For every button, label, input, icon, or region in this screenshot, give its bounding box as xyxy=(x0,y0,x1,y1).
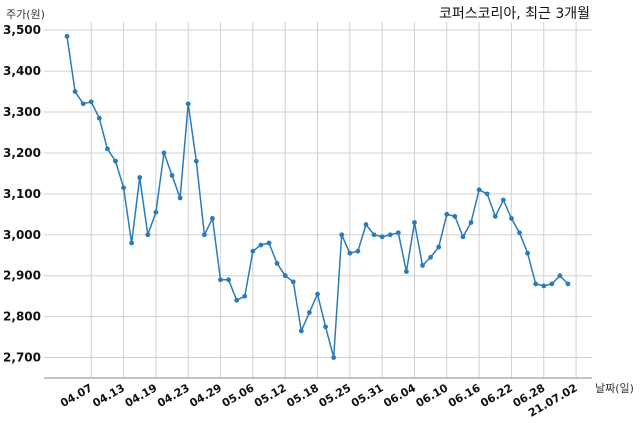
data-point xyxy=(72,89,78,94)
data-point xyxy=(315,291,320,297)
x-tick-label: 05.06 xyxy=(220,381,257,410)
data-point xyxy=(428,254,434,260)
x-tick-labels: 04.0704.1304.1904.2304.2905.0605.1205.18… xyxy=(58,381,579,420)
data-point xyxy=(307,310,312,315)
data-point xyxy=(145,232,151,238)
y-tick-label: 3,300 xyxy=(3,105,41,119)
data-point xyxy=(161,150,167,156)
data-point xyxy=(363,222,369,227)
price-points xyxy=(64,33,571,360)
grid-layer xyxy=(44,22,592,378)
x-tick-label: 04.19 xyxy=(123,381,160,410)
data-point xyxy=(420,263,425,268)
data-point xyxy=(258,242,264,248)
x-tick-label: 04.07 xyxy=(58,381,95,410)
y-tick-label: 3,500 xyxy=(3,23,41,37)
x-tick-label: 06.16 xyxy=(446,381,483,410)
x-tick-label: 04.23 xyxy=(155,381,192,410)
data-point xyxy=(226,277,232,283)
data-point xyxy=(121,185,126,191)
data-point xyxy=(113,158,118,164)
x-tick-label: 05.18 xyxy=(284,381,321,410)
data-point xyxy=(371,232,377,238)
x-axis-label: 날짜(일) xyxy=(595,381,634,395)
data-point xyxy=(500,197,506,203)
data-point xyxy=(210,216,215,221)
data-point xyxy=(403,269,409,275)
y-tick-label: 3,000 xyxy=(3,228,41,242)
data-point xyxy=(395,230,401,236)
data-point xyxy=(169,173,175,178)
data-point xyxy=(387,232,393,238)
y-tick-label: 3,400 xyxy=(3,64,41,78)
x-tick-label: 05.12 xyxy=(252,381,289,410)
data-point xyxy=(557,273,563,279)
x-tick-label: 06.04 xyxy=(381,381,418,410)
data-point xyxy=(218,277,223,283)
data-point xyxy=(484,191,490,197)
data-point xyxy=(525,250,530,256)
data-point xyxy=(185,101,191,107)
data-point xyxy=(436,244,442,250)
data-point xyxy=(88,99,94,105)
data-point xyxy=(339,232,345,238)
y-tick-label: 3,100 xyxy=(3,187,41,201)
x-tick-label: 05.31 xyxy=(349,381,386,410)
data-point xyxy=(517,230,522,236)
data-point xyxy=(492,213,498,219)
data-point xyxy=(282,273,288,279)
x-tick-label: 06.10 xyxy=(414,381,451,410)
data-point xyxy=(298,328,304,334)
y-tick-labels: 2,700 2,800 2,900 3,000 3,100 3,200 3,300 3,400… xyxy=(3,23,41,364)
x-tick-label: 04.13 xyxy=(90,381,127,410)
data-point xyxy=(96,115,102,121)
data-point xyxy=(250,248,256,254)
y-tick-label: 3,200 xyxy=(3,146,41,160)
data-point xyxy=(444,211,450,217)
data-point xyxy=(153,209,159,215)
y-tick-label: 2,800 xyxy=(3,310,41,324)
data-point xyxy=(541,283,547,289)
data-point xyxy=(177,195,183,201)
data-point xyxy=(460,234,466,240)
data-point xyxy=(355,248,361,254)
data-point xyxy=(468,220,474,225)
data-point xyxy=(509,216,514,221)
data-point xyxy=(193,158,199,164)
data-point xyxy=(242,293,248,299)
data-point xyxy=(412,220,417,225)
data-point xyxy=(266,240,272,246)
data-point xyxy=(347,250,353,256)
data-point xyxy=(274,261,280,266)
data-point xyxy=(201,232,207,238)
data-point xyxy=(452,213,458,219)
data-point xyxy=(290,279,296,285)
data-point xyxy=(379,234,385,240)
x-tick-label: 04.29 xyxy=(187,381,224,410)
data-point xyxy=(80,101,86,107)
data-point xyxy=(323,324,328,330)
data-point xyxy=(476,187,482,193)
data-point xyxy=(105,146,110,152)
data-point xyxy=(549,281,555,287)
chart-title: 코퍼스코리아, 최근 3개월 xyxy=(439,6,590,22)
data-point xyxy=(331,355,337,360)
data-point xyxy=(129,240,135,246)
x-tick-label: 05.25 xyxy=(317,381,354,410)
data-point xyxy=(565,281,571,287)
x-tick-label: 06.22 xyxy=(478,381,515,410)
y-tick-label: 2,700 xyxy=(3,351,41,365)
data-point xyxy=(533,281,539,287)
y-tick-label: 2,900 xyxy=(3,269,41,283)
y-axis-label: 주가(원) xyxy=(6,8,45,21)
data-point xyxy=(64,33,70,39)
data-point xyxy=(234,297,240,303)
data-point xyxy=(137,175,143,180)
